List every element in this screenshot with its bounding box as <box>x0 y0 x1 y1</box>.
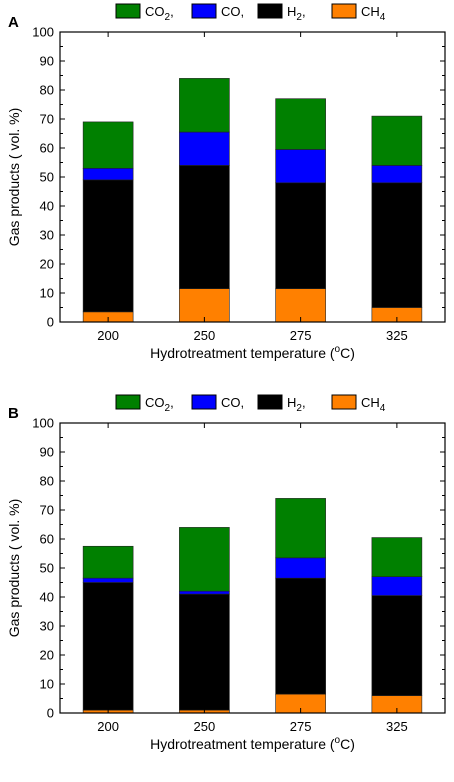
legend-label-h2: H2, <box>287 4 306 23</box>
bar-segment-h2-275 <box>275 182 326 289</box>
x-axis-label: Hydrotreatment temperature (oC) <box>150 344 355 361</box>
y-tick-label: 10 <box>40 286 54 301</box>
y-tick-label: 40 <box>40 199 54 214</box>
x-tick-label: 200 <box>97 719 119 734</box>
y-tick-label: 10 <box>40 677 54 692</box>
bar-segment-co-325 <box>371 576 423 596</box>
y-tick-label: 0 <box>47 315 54 330</box>
legend-swatch-h2 <box>257 3 283 19</box>
y-tick-label: 60 <box>40 532 54 547</box>
y-tick-label: 40 <box>40 590 54 605</box>
bar-segment-h2-200 <box>82 582 134 711</box>
bar-segment-co2-250 <box>179 78 230 133</box>
legend-item-h2: H2, <box>257 394 306 414</box>
legend-item-ch4: CH4 <box>331 394 386 414</box>
y-tick-label: 70 <box>40 503 54 518</box>
y-tick-label: 80 <box>40 83 54 98</box>
x-tick-label: 325 <box>386 719 408 734</box>
bar-segment-ch4-250 <box>179 288 230 323</box>
bar-segment-co2-275 <box>275 498 326 559</box>
legend-swatch-ch4 <box>331 3 357 19</box>
bar-segment-co-275 <box>275 149 326 184</box>
legend-item-co: CO, <box>191 3 244 19</box>
bar-segment-h2-275 <box>275 577 326 695</box>
y-tick-label: 30 <box>40 619 54 634</box>
x-tick-label: 200 <box>97 328 119 343</box>
y-tick-label: 100 <box>32 416 54 431</box>
bar-segment-co-200 <box>82 168 134 181</box>
bar-segment-co-325 <box>371 165 423 184</box>
legend-label-co2: CO2, <box>145 395 174 414</box>
legend-item-ch4: CH4 <box>331 3 386 23</box>
y-tick-label: 60 <box>40 141 54 156</box>
y-tick-label: 90 <box>40 54 54 69</box>
y-tick-label: 100 <box>32 25 54 40</box>
legend-item-h2: H2, <box>257 3 306 23</box>
y-tick-label: 80 <box>40 474 54 489</box>
legend-label-co: CO, <box>221 395 244 410</box>
legend-swatch-h2 <box>257 394 283 410</box>
y-tick-label: 70 <box>40 112 54 127</box>
bar-segment-co2-250 <box>179 527 230 592</box>
y-tick-label: 20 <box>40 257 54 272</box>
legend-label-co2: CO2, <box>145 4 174 23</box>
bar-segment-h2-325 <box>371 182 423 308</box>
bar-segment-h2-250 <box>179 165 230 289</box>
bar-segment-co-275 <box>275 557 326 579</box>
x-tick-label: 250 <box>194 719 216 734</box>
stacked-bar-chart-b: B CO2, CO, H2, CH4 0 10 20 30 40 50 60 70 80 90 100 200 2… <box>6 394 446 752</box>
y-tick-label: 50 <box>40 170 54 185</box>
legend-item-co2: CO2, <box>115 394 174 414</box>
legend-swatch-co2 <box>115 3 141 19</box>
chart-panel-a: A CO2, CO, H2, CH4 0 10 20 30 40 50 60 70 80 90 100 200 2… <box>6 3 446 361</box>
panel-label: A <box>8 14 19 31</box>
bar-segment-co2-325 <box>371 537 423 578</box>
panel-label: B <box>8 405 19 422</box>
bar-segment-co-200 <box>82 577 134 583</box>
y-axis-label: Gas products ( vol. %) <box>6 499 22 638</box>
bar-segment-co2-325 <box>371 115 423 166</box>
legend-swatch-co <box>191 3 217 19</box>
bar-segment-co2-275 <box>275 98 326 150</box>
x-tick-label: 325 <box>386 328 408 343</box>
bar-segment-ch4-275 <box>275 288 326 323</box>
legend-swatch-co <box>191 394 217 410</box>
legend-label-ch4: CH4 <box>361 395 386 414</box>
stacked-bar-chart-a: A CO2, CO, H2, CH4 0 10 20 30 40 50 60 70 80 90 100 200 2… <box>6 3 446 361</box>
bar-segment-co-250 <box>179 590 230 595</box>
legend-item-co: CO, <box>191 394 244 410</box>
bar-segment-h2-250 <box>179 593 230 711</box>
y-axis-label: Gas products ( vol. %) <box>6 108 22 247</box>
x-tick-label: 275 <box>290 719 312 734</box>
legend-swatch-ch4 <box>331 394 357 410</box>
legend-item-co2: CO2, <box>115 3 174 23</box>
bar-segment-h2-200 <box>82 179 134 313</box>
x-tick-label: 275 <box>290 328 312 343</box>
y-tick-label: 20 <box>40 648 54 663</box>
legend-label-h2: H2, <box>287 395 306 414</box>
y-tick-label: 0 <box>47 706 54 721</box>
chart-panel-b: B CO2, CO, H2, CH4 0 10 20 30 40 50 60 70 80 90 100 200 2… <box>0 391 454 782</box>
legend-swatch-co2 <box>115 394 141 410</box>
y-tick-label: 90 <box>40 445 54 460</box>
x-tick-label: 250 <box>194 328 216 343</box>
legend-label-co: CO, <box>221 4 244 19</box>
y-tick-label: 30 <box>40 228 54 243</box>
bar-segment-co2-200 <box>82 545 134 579</box>
y-tick-label: 50 <box>40 561 54 576</box>
bar-segment-co2-200 <box>82 121 134 169</box>
x-axis-label: Hydrotreatment temperature (oC) <box>150 735 355 752</box>
bar-segment-h2-325 <box>371 595 423 696</box>
bar-segment-co-250 <box>179 131 230 166</box>
legend-label-ch4: CH4 <box>361 4 386 23</box>
